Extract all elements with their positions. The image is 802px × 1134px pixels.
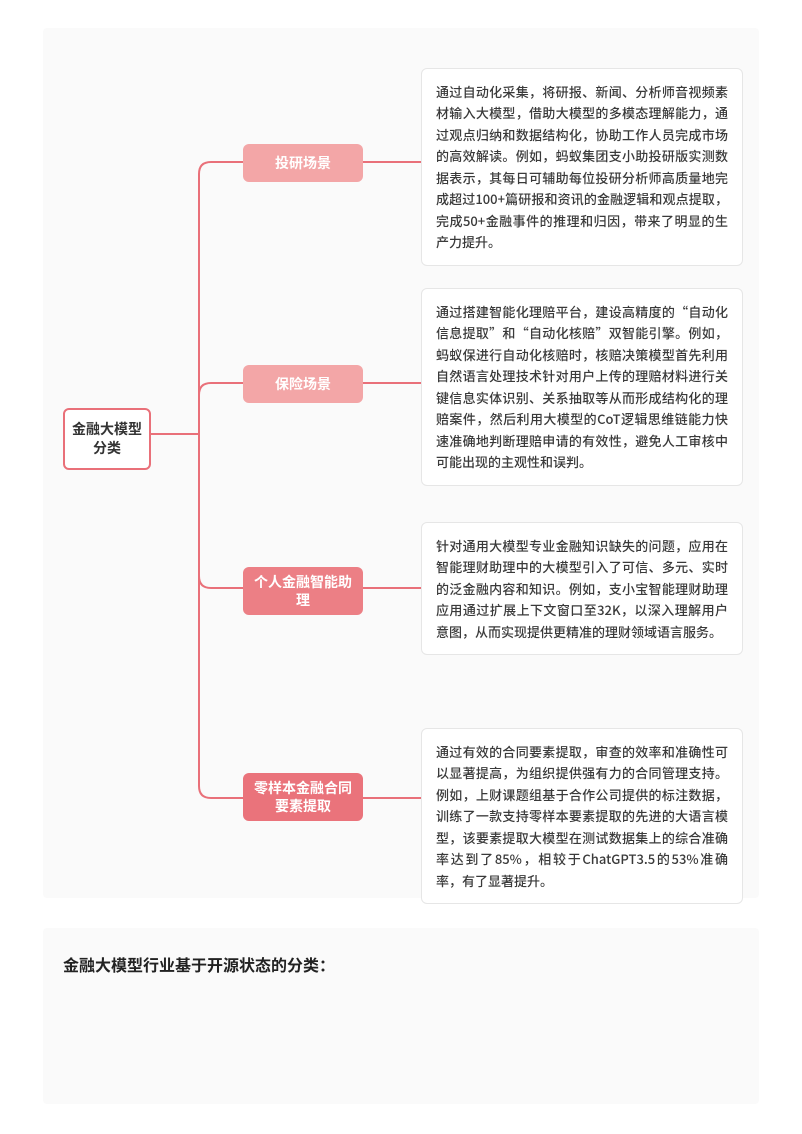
leaf-node-1: 通过搭建智能化理赔平台，建设高精度的“自动化信息提取”和“自动化核赔”双智能引擎… — [421, 288, 743, 486]
root-label: 金融大模型分类 — [72, 419, 142, 458]
branch-node-2: 个人金融智能助理 — [243, 567, 363, 615]
branch-node-3: 零样本金融合同要素提取 — [243, 773, 363, 821]
leaf-node-3: 通过有效的合同要素提取，审查的效率和准确性可以显著提高，为组织提供强有力的合同管… — [421, 728, 743, 904]
leaf-text: 针对通用大模型专业金融知识缺失的问题，应用在智能理财助理中的大模型引入了可信、多… — [436, 536, 728, 641]
branch-label: 零样本金融合同要素提取 — [254, 778, 352, 816]
branch-label: 个人金融智能助理 — [254, 572, 352, 610]
leaf-node-2: 针对通用大模型专业金融知识缺失的问题，应用在智能理财助理中的大模型引入了可信、多… — [421, 522, 743, 655]
leaf-text: 通过搭建智能化理赔平台，建设高精度的“自动化信息提取”和“自动化核赔”双智能引擎… — [436, 302, 728, 471]
tree-panel: 金融大模型分类 投研场景 保险场景 个人金融智能助理 零样本金融合同要素提取 通… — [43, 28, 759, 898]
sub-panel-title: 金融大模型行业基于开源状态的分类： — [63, 952, 335, 976]
branch-label: 保险场景 — [275, 374, 331, 394]
leaf-text: 通过有效的合同要素提取，审查的效率和准确性可以显著提高，为组织提供强有力的合同管… — [436, 742, 728, 890]
root-node: 金融大模型分类 — [63, 408, 151, 470]
sub-panel: 金融大模型行业基于开源状态的分类： — [43, 928, 759, 1104]
leaf-node-0: 通过自动化采集，将研报、新闻、分析师音视频素材输入大模型，借助大模型的多模态理解… — [421, 68, 743, 266]
leaf-text: 通过自动化采集，将研报、新闻、分析师音视频素材输入大模型，借助大模型的多模态理解… — [436, 82, 728, 251]
branch-node-1: 保险场景 — [243, 365, 363, 403]
branch-label: 投研场景 — [275, 153, 331, 173]
branch-node-0: 投研场景 — [243, 144, 363, 182]
